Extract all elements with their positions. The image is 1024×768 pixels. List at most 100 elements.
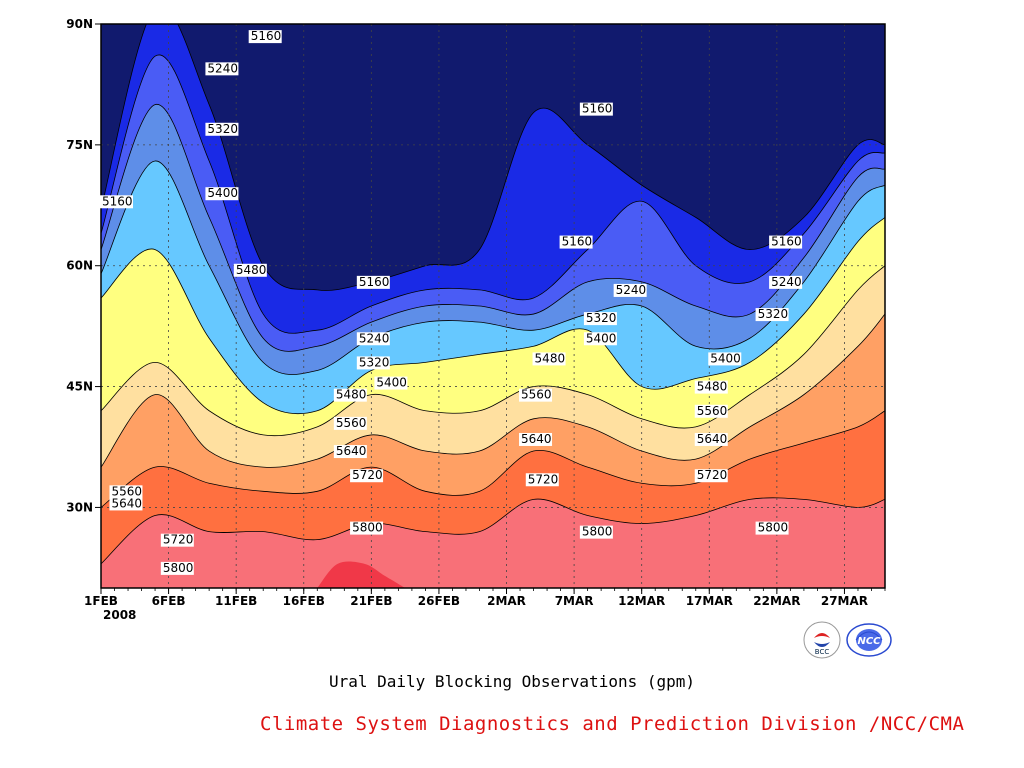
contour-label-text: 5800: [352, 521, 383, 535]
contour-label-bg: [350, 469, 384, 483]
x-tick-label: 22MAR: [753, 594, 800, 608]
contour-label-bg: [374, 376, 408, 390]
contour-label-text: 5640: [697, 432, 728, 446]
ncc-logo: NCC: [846, 623, 892, 657]
contour-label: 5480: [233, 263, 267, 277]
contour-label-text: 5800: [163, 561, 194, 575]
contour-label: 5160: [769, 235, 803, 249]
contour-label-text: 5160: [582, 102, 613, 116]
contour-label-text: 5240: [616, 283, 647, 297]
x-tick-label: 2MAR: [487, 594, 526, 608]
contour-label: 5320: [205, 122, 239, 136]
contour-label-text: 5160: [771, 235, 802, 249]
contour-label-text: 5800: [758, 521, 789, 535]
y-tick-label: 60N: [66, 259, 93, 273]
contour-label: 5160: [100, 194, 133, 209]
contour-label: 5320: [583, 311, 617, 326]
contour-label-bg: [333, 416, 367, 430]
contour-label-bg: [694, 469, 728, 483]
contour-label-text: 5240: [771, 275, 802, 289]
contour-label: 5560: [519, 388, 553, 402]
contour-5160: [101, 24, 885, 291]
contour-label: 5400: [205, 186, 239, 201]
contour-label-text: 5160: [562, 235, 593, 249]
contour-label-bg: [100, 195, 133, 209]
contour-label: 5480: [694, 380, 728, 394]
contour-label-bg: [333, 388, 367, 402]
contour-label: 5640: [694, 432, 728, 446]
contour-label-bg: [525, 473, 559, 487]
contour-label-bg: [559, 235, 593, 249]
contour-label-bg: [160, 533, 194, 547]
contour-label: 5560: [333, 416, 367, 430]
contour-label: 5800: [350, 521, 384, 535]
contour-label-text: 5480: [697, 380, 728, 394]
contour-label-text: 5240: [359, 331, 390, 345]
contour-label: 5320: [755, 307, 789, 322]
credit-line: Climate System Diagnostics and Predictio…: [260, 713, 965, 735]
contour-label: 5560: [109, 484, 143, 499]
contour-label: 5320: [356, 355, 390, 370]
contour-label-bg: [248, 30, 282, 44]
bcc-logo-text: BCC: [815, 648, 830, 656]
contour-label-bg: [694, 432, 728, 446]
contour-label-text: 5560: [111, 484, 142, 498]
x-tick-label: 16FEB: [283, 594, 325, 608]
contour-label-bg: [233, 263, 267, 277]
contour-label-bg: [708, 352, 742, 366]
contour-label-text: 5560: [521, 388, 552, 402]
x-tick-label: 21FEB: [350, 594, 392, 608]
contour-label: 5240: [356, 331, 390, 346]
contour-label: 5800: [579, 525, 613, 539]
contour-label-text: 5320: [207, 122, 238, 136]
contour-5800: [101, 497, 885, 565]
contour-label-bg: [694, 404, 728, 418]
x-tick-label: 11FEB: [215, 594, 257, 608]
contour-label: 5160: [248, 29, 282, 44]
x-tick-label: 26FEB: [418, 594, 460, 608]
y-tick-label: 30N: [66, 500, 93, 514]
contour-5560: [101, 265, 885, 437]
contour-label-text: 5720: [352, 468, 383, 482]
contour-label: 5720: [160, 533, 194, 547]
contour-label: 5160: [579, 102, 613, 116]
x-tick-label: 6FEB: [152, 594, 186, 608]
contour-label-bg: [755, 308, 789, 322]
contour-label-bg: [579, 102, 613, 116]
contour-label: 5640: [519, 432, 553, 446]
y-tick-label: 90N: [66, 17, 93, 31]
contour-label-bg: [519, 388, 553, 402]
contour-label-bg: [205, 122, 239, 136]
contour-label-bg: [109, 485, 143, 499]
contour-label: 5720: [694, 468, 728, 483]
contour-label-bg: [356, 332, 390, 346]
contour-label-bg: [205, 187, 239, 201]
contour-5320: [101, 104, 885, 352]
contour-label-text: 5720: [697, 468, 728, 482]
contour-label-text: 5640: [111, 496, 142, 510]
contour-label-bg: [109, 497, 143, 511]
contour-label-bg: [532, 352, 566, 366]
contour-label-text: 5400: [710, 351, 741, 365]
ncc-logo-text: NCC: [857, 636, 881, 647]
x-tick-label: 17MAR: [686, 594, 733, 608]
contour-5480: [101, 217, 885, 415]
contour-label-bg: [613, 283, 647, 297]
contour-label-text: 5400: [376, 376, 407, 390]
x-tick-label: 12MAR: [618, 594, 665, 608]
contour-label: 5160: [559, 235, 593, 249]
contour-label: 5560: [694, 404, 728, 418]
contour-label-bg: [755, 521, 789, 535]
contour-label-text: 5320: [359, 355, 390, 369]
contour-label-text: 5160: [102, 194, 133, 208]
contour-label-bg: [769, 235, 803, 249]
contour-label-text: 5160: [359, 275, 390, 289]
contour-5640: [101, 313, 885, 468]
contour-label: 5800: [160, 561, 194, 575]
contour-label: 5240: [769, 275, 803, 289]
contour-label-bg: [160, 561, 194, 575]
contour-label: 5480: [532, 351, 566, 366]
band-above-5880: [317, 561, 406, 588]
contour-label: 5240: [613, 283, 647, 297]
